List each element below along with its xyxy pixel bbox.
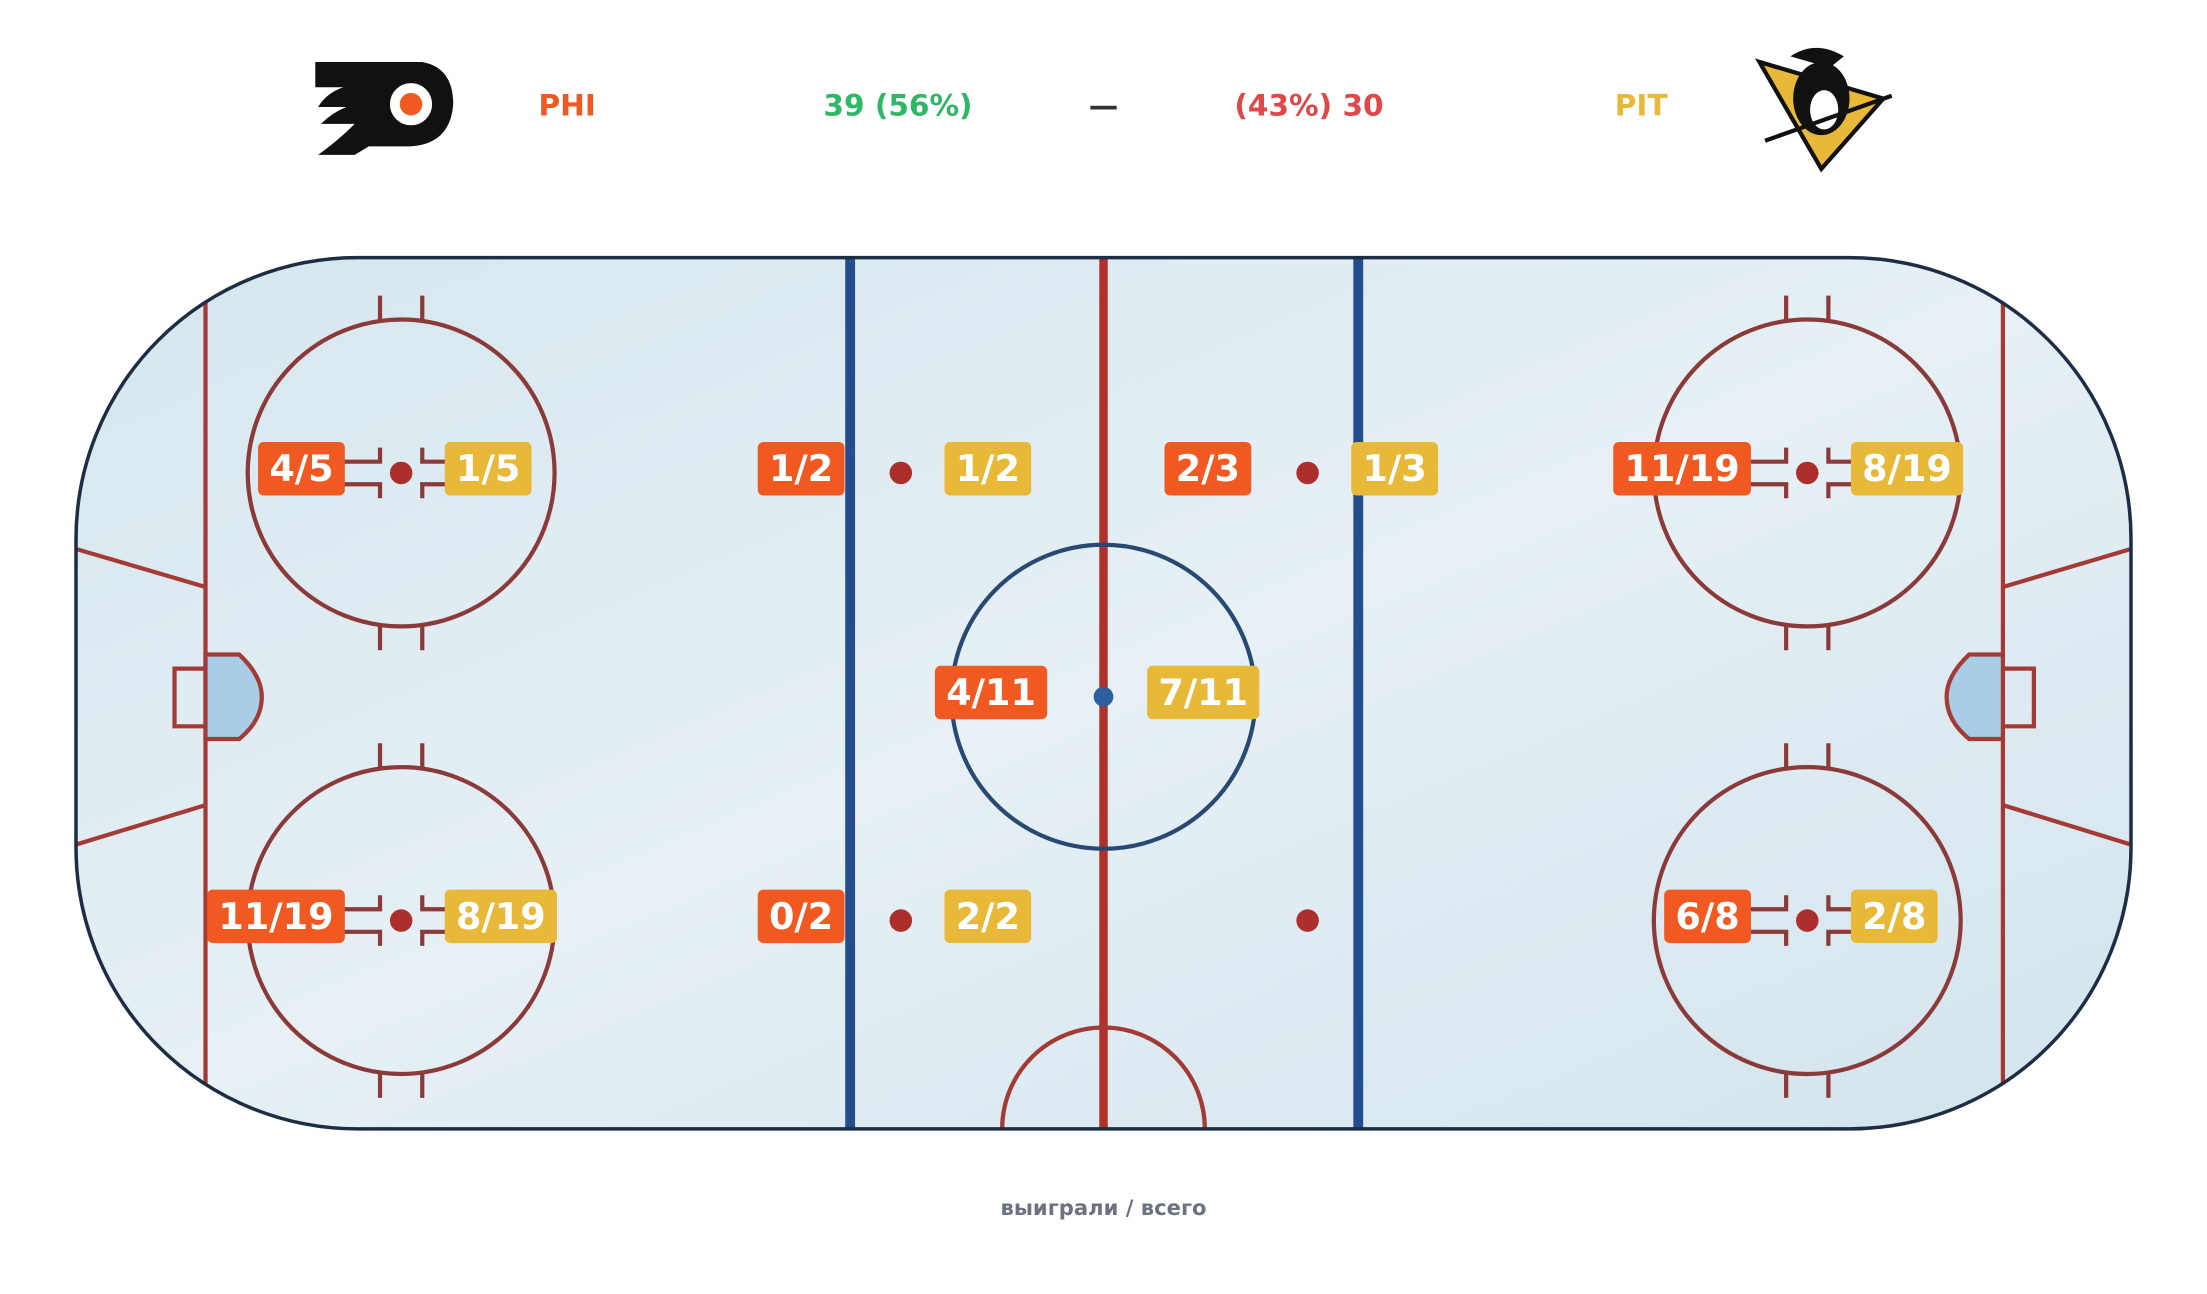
away-faceoff-label: 7/11 (1147, 665, 1260, 720)
home-faceoff-label: 6/8 (1664, 889, 1751, 944)
away-faceoff-label: 1/3 (1351, 441, 1439, 496)
label-text: 2/8 (1862, 895, 1926, 938)
home-faceoff-label: 4/11 (934, 665, 1048, 720)
label-text: 2/3 (1176, 447, 1240, 490)
home-faceoff-label: 11/19 (1613, 441, 1751, 496)
label-box (1850, 441, 1964, 496)
label-text: 1/5 (456, 447, 520, 490)
label-text: 4/5 (269, 447, 333, 490)
label-text: 7/11 (1158, 671, 1248, 714)
label-box (1850, 889, 1938, 944)
home-faceoff-label: 1/2 (757, 441, 845, 496)
label-box (207, 889, 345, 944)
home-abbr: PHI (539, 89, 596, 123)
label-box (258, 441, 345, 496)
label-box (1664, 889, 1751, 944)
label-text: 0/2 (769, 895, 833, 938)
away-faceoff-label: 2/2 (944, 889, 1032, 944)
home-faceoff-label: 2/3 (1164, 441, 1252, 496)
faceoff-labels: 4/5 1/5 11/19 8/19 1/2 1/2 0/2 2/2 4/11 7/11 2/3 1/… (207, 441, 1964, 944)
label-box (944, 889, 1032, 944)
label-text: 11/19 (1625, 447, 1740, 490)
label-text: 8/19 (456, 895, 546, 938)
label-box (1164, 441, 1252, 496)
away-score: (43%) 30 (1234, 89, 1383, 123)
away-faceoff-label: 1/5 (444, 441, 532, 496)
label-box (757, 441, 845, 496)
label-text: 1/3 (1362, 447, 1426, 490)
label-box (1351, 441, 1439, 496)
away-faceoff-label: 8/19 (1850, 441, 1964, 496)
home-faceoff-label: 4/5 (258, 441, 345, 496)
away-abbr: PIT (1615, 89, 1668, 123)
label-box (934, 665, 1048, 720)
away-logo (1754, 47, 1893, 173)
label-box (1147, 665, 1260, 720)
home-faceoff-label: 0/2 (757, 889, 845, 944)
label-box (1613, 441, 1751, 496)
label-text: 11/19 (218, 895, 333, 938)
home-score: 39 (56%) (823, 89, 972, 123)
label-text: 4/11 (946, 671, 1036, 714)
label-box (444, 441, 532, 496)
home-logo (315, 61, 454, 155)
footer-note: выиграли / всего (1000, 1195, 1206, 1220)
home-faceoff-label: 11/19 (207, 889, 345, 944)
label-box (944, 441, 1032, 496)
away-faceoff-label: 2/8 (1850, 889, 1938, 944)
away-faceoff-label: 8/19 (444, 889, 558, 944)
rink (74, 255, 2133, 1131)
label-text: 1/2 (956, 447, 1020, 490)
away-faceoff-label: 1/2 (944, 441, 1032, 496)
label-box (757, 889, 845, 944)
separator: — (1089, 89, 1119, 123)
label-text: 6/8 (1675, 895, 1739, 938)
label-text: 1/2 (769, 447, 833, 490)
label-text: 8/19 (1862, 447, 1952, 490)
label-box (444, 889, 558, 944)
label-text: 2/2 (956, 895, 1020, 938)
